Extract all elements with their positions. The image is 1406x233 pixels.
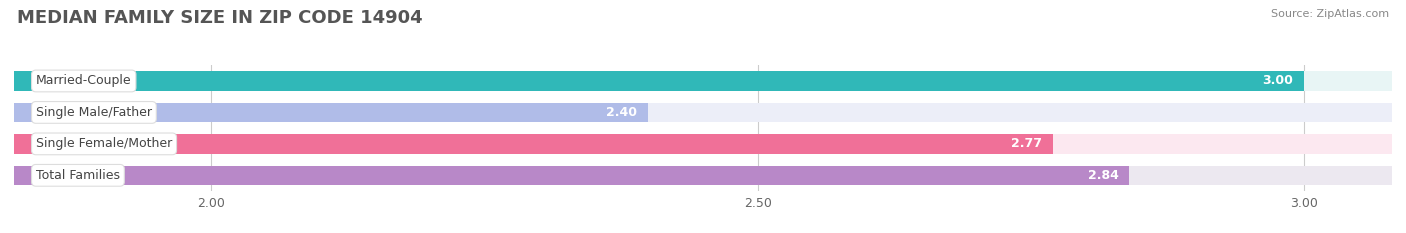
Text: Total Families: Total Families (37, 169, 120, 182)
Bar (14, 71, 1305, 91)
Text: MEDIAN FAMILY SIZE IN ZIP CODE 14904: MEDIAN FAMILY SIZE IN ZIP CODE 14904 (17, 9, 422, 27)
Text: 2.84: 2.84 (1088, 169, 1119, 182)
Bar (14, 103, 648, 122)
Bar (14, 103, 1392, 122)
Text: Married-Couple: Married-Couple (37, 75, 132, 87)
Bar (14, 71, 1392, 91)
Text: 3.00: 3.00 (1263, 75, 1294, 87)
Bar (14, 134, 1053, 154)
Text: Single Female/Mother: Single Female/Mother (37, 137, 172, 150)
Text: Source: ZipAtlas.com: Source: ZipAtlas.com (1271, 9, 1389, 19)
Bar (14, 134, 1392, 154)
Bar (14, 166, 1129, 185)
Text: 2.77: 2.77 (1011, 137, 1042, 150)
Text: 2.40: 2.40 (606, 106, 637, 119)
Text: Single Male/Father: Single Male/Father (37, 106, 152, 119)
Bar (14, 166, 1392, 185)
